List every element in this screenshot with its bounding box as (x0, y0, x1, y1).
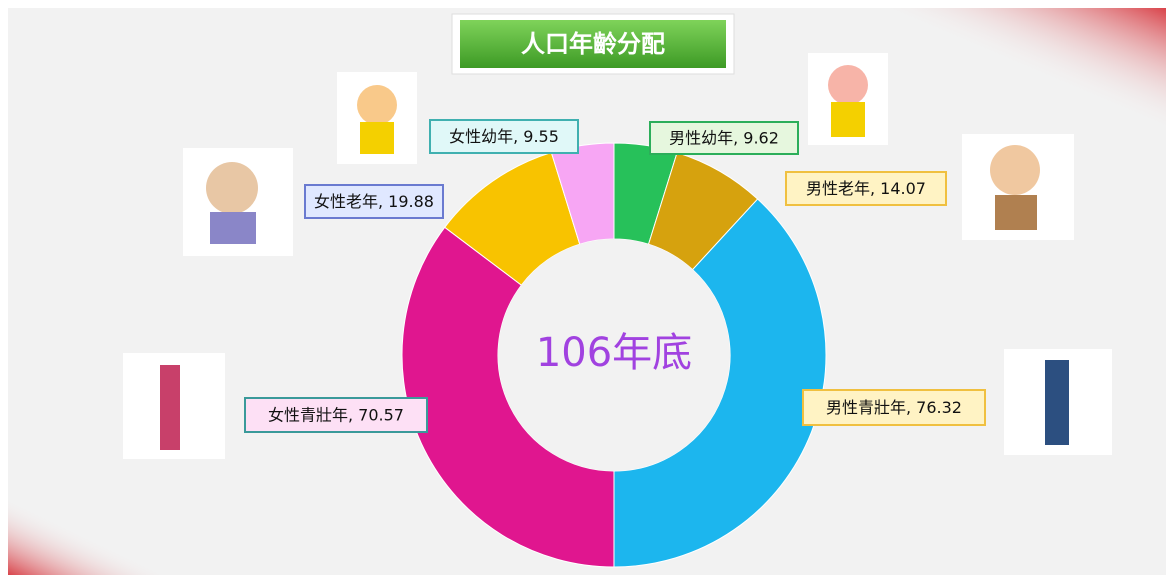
label-box (429, 119, 579, 154)
label-box (785, 171, 947, 206)
figure-image (206, 162, 258, 214)
figure-image (210, 212, 256, 244)
figure-image (995, 195, 1037, 230)
figure-image (1045, 360, 1069, 445)
center-label: 106年底 (536, 330, 692, 376)
figure-image (828, 65, 868, 105)
data-label: 男性幼年, 9.62 (669, 129, 779, 148)
corner-decor (880, 8, 1166, 160)
corner-decor (8, 470, 160, 575)
donut-hole (498, 239, 730, 471)
data-label: 男性老年, 14.07 (806, 179, 926, 198)
label-box (244, 397, 428, 433)
data-label: 女性老年, 19.88 (314, 192, 434, 211)
figure-image (160, 365, 180, 450)
label-box (304, 184, 444, 219)
title-box (460, 20, 726, 68)
chart-title: 人口年齡分配 (521, 30, 665, 58)
data-label: 女性幼年, 9.55 (449, 127, 559, 146)
label-box (802, 389, 986, 426)
data-label: 男性青壯年, 76.32 (826, 398, 962, 417)
data-label: 女性青壯年, 70.57 (268, 406, 404, 425)
figure-image (831, 102, 865, 137)
figure-image (357, 85, 397, 125)
figure-image (990, 145, 1040, 195)
figure-image (360, 122, 394, 154)
figures (123, 53, 1112, 459)
label-box (649, 121, 799, 155)
